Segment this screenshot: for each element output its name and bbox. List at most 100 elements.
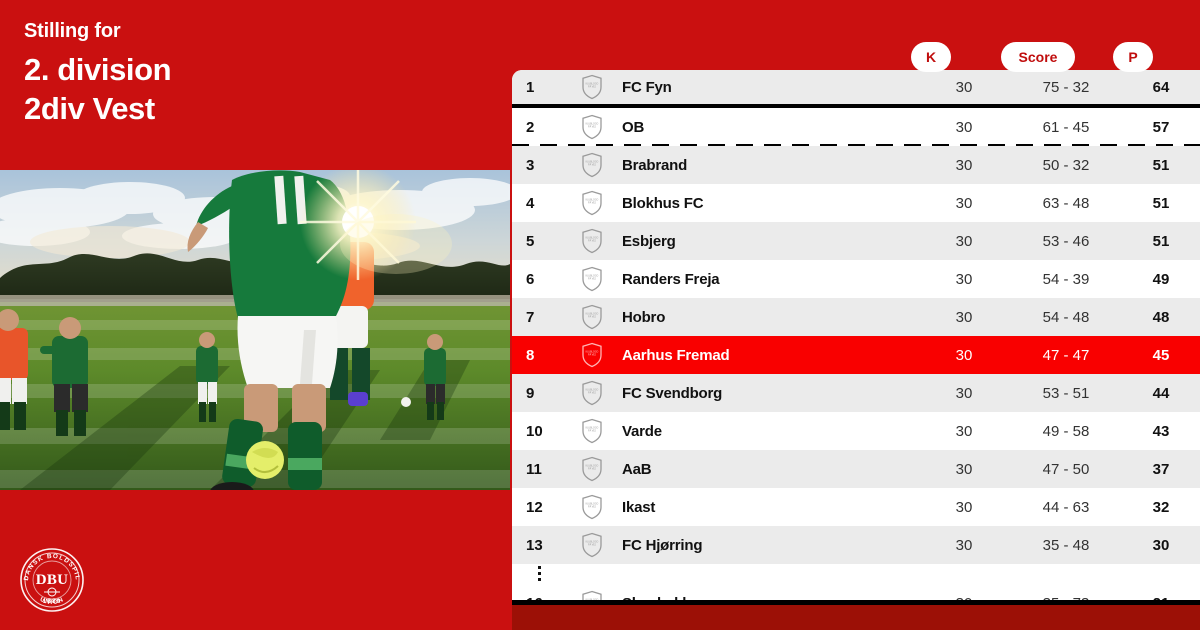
row-points: 21 xyxy=(1152,594,1170,605)
row-matches-played: 30 xyxy=(955,78,973,96)
shield-icon: KLUBLOGO PÅ VEJ xyxy=(570,74,614,100)
row-points: 51 xyxy=(1152,194,1170,212)
row-points: 51 xyxy=(1152,156,1170,174)
headline-title-line2: 2div Vest xyxy=(24,91,155,126)
row-team-name: AaB xyxy=(622,460,652,478)
row-matches-played: 30 xyxy=(955,384,973,402)
row-matches-played: 30 xyxy=(955,422,973,440)
headline-kicker: Stilling for xyxy=(24,20,121,42)
svg-text:PÅ VEJ: PÅ VEJ xyxy=(588,126,596,129)
svg-text:DBU: DBU xyxy=(36,572,69,588)
row-matches-played: 30 xyxy=(955,156,973,174)
row-goal-score: 75 - 32 xyxy=(1042,78,1090,96)
row-matches-played: 30 xyxy=(955,308,973,326)
row-team-name: Hobro xyxy=(622,308,666,326)
shield-icon: KLUBLOGO PÅ VEJ xyxy=(570,532,614,558)
row-goal-score: 54 - 39 xyxy=(1042,270,1090,288)
column-header-score: Score xyxy=(1001,42,1075,72)
shield-icon: KLUBLOGO PÅ VEJ xyxy=(570,494,614,520)
row-rank: 10 xyxy=(526,422,543,440)
row-rank: 6 xyxy=(526,270,535,288)
truncation-indicator xyxy=(512,564,1200,584)
row-goal-score: 49 - 58 xyxy=(1042,422,1090,440)
table-row[interactable]: 10 KLUBLOGO PÅ VEJ Varde 30 49 - 58 43 xyxy=(512,412,1200,450)
table-row[interactable]: 12 KLUBLOGO PÅ VEJ Ikast 30 44 - 63 32 xyxy=(512,488,1200,526)
table-row[interactable]: 4 KLUBLOGO PÅ VEJ Blokhus FC 30 63 - 48 51 xyxy=(512,184,1200,222)
table-row[interactable]: 9 KLUBLOGO PÅ VEJ FC Svendborg 30 53 - 51 44 xyxy=(512,374,1200,412)
row-matches-played: 30 xyxy=(955,270,973,288)
row-matches-played: 30 xyxy=(955,594,973,605)
svg-text:PÅ VEJ: PÅ VEJ xyxy=(588,164,596,167)
svg-text:KLUBLOGO: KLUBLOGO xyxy=(586,600,599,602)
row-team-name: Randers Freja xyxy=(622,270,720,288)
row-points: 32 xyxy=(1152,498,1170,516)
svg-text:KLUBLOGO: KLUBLOGO xyxy=(586,162,599,164)
row-matches-played: 30 xyxy=(955,498,973,516)
svg-text:PÅ VEJ: PÅ VEJ xyxy=(588,506,596,509)
row-goal-score: 35 - 48 xyxy=(1042,536,1090,554)
svg-text:PÅ VEJ: PÅ VEJ xyxy=(588,468,596,471)
svg-text:PÅ VEJ: PÅ VEJ xyxy=(588,86,596,89)
row-team-name: Esbjerg xyxy=(622,232,676,250)
svg-text:KLUBLOGO: KLUBLOGO xyxy=(586,428,599,430)
svg-text:PÅ VEJ: PÅ VEJ xyxy=(588,202,596,205)
table-row[interactable]: 5 KLUBLOGO PÅ VEJ Esbjerg 30 53 - 46 51 xyxy=(512,222,1200,260)
shield-icon: KLUBLOGO PÅ VEJ xyxy=(570,418,614,444)
row-rank: 12 xyxy=(526,498,543,516)
row-rank: 13 xyxy=(526,536,543,554)
table-row[interactable]: 11 KLUBLOGO PÅ VEJ AaB 30 47 - 50 37 xyxy=(512,450,1200,488)
row-rank: 4 xyxy=(526,194,535,212)
row-goal-score: 47 - 47 xyxy=(1042,346,1090,364)
table-row[interactable]: 13 KLUBLOGO PÅ VEJ FC Hjørring 30 35 - 48 30 xyxy=(512,526,1200,564)
row-matches-played: 30 xyxy=(955,346,973,364)
table-row[interactable]: 16 KLUBLOGO PÅ VEJ Skovbakken 30 35 - 73 21 xyxy=(512,584,1200,605)
row-goal-score: 35 - 73 xyxy=(1042,594,1090,605)
table-row[interactable]: 1 KLUBLOGO PÅ VEJ FC Fyn 30 75 - 32 64 xyxy=(512,70,1200,108)
table-row[interactable]: 7 KLUBLOGO PÅ VEJ Hobro 30 54 - 48 48 xyxy=(512,298,1200,336)
row-points: 57 xyxy=(1152,118,1170,136)
table-row[interactable]: 2 KLUBLOGO PÅ VEJ OB 30 61 - 45 57 xyxy=(512,108,1200,148)
row-points: 30 xyxy=(1152,536,1170,554)
svg-text:PÅ VEJ: PÅ VEJ xyxy=(588,544,596,547)
svg-text:PÅ VEJ: PÅ VEJ xyxy=(588,392,596,395)
column-header-k: K xyxy=(911,42,951,72)
row-matches-played: 30 xyxy=(955,460,973,478)
svg-text:PÅ VEJ: PÅ VEJ xyxy=(588,430,596,433)
shield-icon: KLUBLOGO PÅ VEJ xyxy=(570,114,614,140)
svg-text:KLUBLOGO: KLUBLOGO xyxy=(586,390,599,392)
table-row[interactable]: 8 KLUBLOGO PÅ VEJ Aarhus Fremad 30 47 - 47 45 xyxy=(512,336,1200,374)
row-team-name: Aarhus Fremad xyxy=(622,346,730,364)
row-matches-played: 30 xyxy=(955,232,973,250)
row-team-name: OB xyxy=(622,118,645,136)
row-matches-played: 30 xyxy=(955,194,973,212)
row-team-name: FC Svendborg xyxy=(622,384,723,402)
row-points: 43 xyxy=(1152,422,1170,440)
table-row[interactable]: 6 KLUBLOGO PÅ VEJ Randers Freja 30 54 - 39 49 xyxy=(512,260,1200,298)
dbu-logo: DANSK BOLDSPIL UNION DBU 1889 xyxy=(18,546,86,614)
shield-icon: KLUBLOGO PÅ VEJ xyxy=(570,190,614,216)
shield-icon: KLUBLOGO PÅ VEJ xyxy=(570,152,614,178)
svg-text:KLUBLOGO: KLUBLOGO xyxy=(586,466,599,468)
row-team-name: FC Hjørring xyxy=(622,536,703,554)
row-points: 51 xyxy=(1152,232,1170,250)
svg-text:KLUBLOGO: KLUBLOGO xyxy=(586,238,599,240)
svg-text:KLUBLOGO: KLUBLOGO xyxy=(586,124,599,126)
row-rank: 7 xyxy=(526,308,535,326)
row-rank: 9 xyxy=(526,384,535,402)
row-rank: 8 xyxy=(526,346,535,364)
row-team-name: Skovbakken xyxy=(622,594,708,605)
svg-text:KLUBLOGO: KLUBLOGO xyxy=(586,352,599,354)
row-points: 48 xyxy=(1152,308,1170,326)
shield-icon: KLUBLOGO PÅ VEJ xyxy=(570,266,614,292)
row-team-name: FC Fyn xyxy=(622,78,672,96)
row-goal-score: 53 - 46 xyxy=(1042,232,1090,250)
shield-icon: KLUBLOGO PÅ VEJ xyxy=(570,380,614,406)
svg-text:PÅ VEJ: PÅ VEJ xyxy=(588,278,596,281)
row-goal-score: 54 - 48 xyxy=(1042,308,1090,326)
svg-text:KLUBLOGO: KLUBLOGO xyxy=(586,276,599,278)
row-matches-played: 30 xyxy=(955,536,973,554)
svg-text:1889: 1889 xyxy=(43,598,62,605)
svg-text:UNION: UNION xyxy=(39,596,66,606)
table-row[interactable]: 3 KLUBLOGO PÅ VEJ Brabrand 30 50 - 32 51 xyxy=(512,146,1200,184)
